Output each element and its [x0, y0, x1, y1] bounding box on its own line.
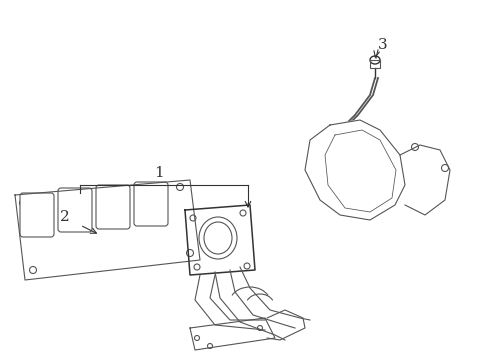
Text: 3: 3 — [377, 38, 387, 52]
FancyBboxPatch shape — [58, 188, 92, 232]
FancyBboxPatch shape — [20, 193, 54, 237]
Text: 1: 1 — [154, 166, 163, 180]
Polygon shape — [399, 145, 449, 215]
Bar — [369, 60, 379, 68]
FancyBboxPatch shape — [96, 185, 130, 229]
Polygon shape — [305, 120, 404, 220]
Text: 2: 2 — [60, 210, 70, 224]
FancyBboxPatch shape — [134, 182, 168, 226]
